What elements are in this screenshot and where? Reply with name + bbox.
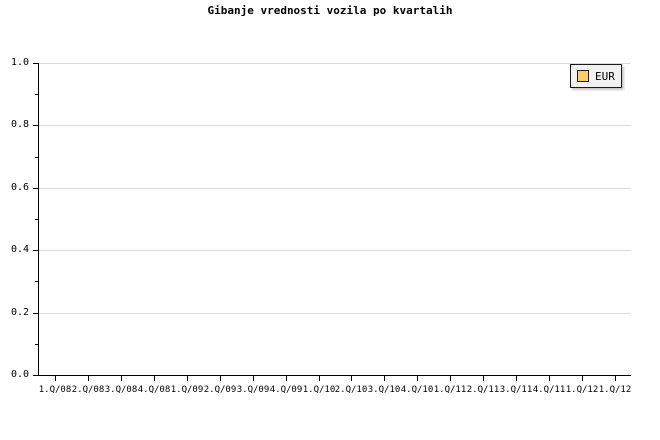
y-axis-tick: [33, 125, 39, 127]
plot-area: [39, 63, 631, 375]
y-axis-tick: [33, 187, 39, 189]
x-axis-tick: [582, 376, 583, 381]
gridline: [39, 312, 631, 314]
y-axis-minor-tick: [35, 219, 39, 220]
y-axis-minor-tick: [35, 156, 39, 158]
legend-swatch-eur: [577, 70, 589, 82]
x-axis-tick: [351, 376, 352, 381]
x-axis-tick: [55, 376, 56, 381]
gridline: [39, 250, 631, 252]
x-axis-tick: [615, 376, 616, 381]
x-axis-tick-label: 1.Q/10: [302, 385, 336, 395]
x-axis-tick: [549, 376, 550, 381]
y-axis-tick: [33, 375, 39, 376]
x-axis-tick-label: 2.Q/10: [334, 385, 368, 395]
x-axis-tick-label: 4.Q/10: [400, 385, 434, 395]
x-axis-tick-label: 1.Q/08: [38, 385, 72, 395]
x-axis-tick-label: 2.Q/11: [466, 385, 500, 395]
gridline: [39, 125, 631, 127]
x-axis-tick-label: 3.Q/09: [236, 385, 270, 395]
y-axis-tick-label: 0.2: [10, 306, 29, 318]
gridline: [39, 187, 631, 189]
y-axis-tick-label: 0.0: [10, 369, 29, 380]
x-axis-tick-label: 1.Q/12: [565, 385, 599, 395]
x-axis-tick: [187, 376, 188, 381]
x-axis-tick: [450, 376, 451, 381]
x-axis-tick: [286, 376, 287, 381]
y-axis-tick-label: 0.4: [10, 244, 29, 256]
x-axis-line: [38, 375, 631, 376]
x-axis-tick-label: 3.Q/10: [367, 385, 401, 395]
chart-title: Gibanje vrednosti vozila po kvartalih: [207, 4, 453, 17]
y-axis-tick: [33, 250, 39, 252]
x-axis-tick-label: 3.Q/11: [499, 385, 533, 395]
y-axis-minor-tick: [35, 343, 39, 345]
x-axis-tick-label: 2.Q/09: [203, 385, 237, 395]
x-axis-tick-label: 3.Q/08: [104, 385, 138, 395]
x-axis-tick-label: 1.Q/09: [170, 385, 204, 395]
x-axis-tick: [417, 376, 418, 381]
x-axis-tick: [88, 376, 89, 381]
legend-label-eur: EUR: [595, 69, 615, 83]
y-axis-minor-tick: [35, 94, 39, 96]
x-axis-tick-label: 1.Q/12: [598, 385, 632, 395]
y-axis-tick-label: 0.8: [10, 119, 29, 131]
x-axis-tick-label: 4.Q/09: [269, 385, 303, 395]
y-axis-tick: [33, 63, 39, 64]
x-axis-tick: [516, 376, 517, 381]
y-axis-tick-label: 0.6: [10, 181, 29, 193]
x-axis-tick: [220, 376, 221, 381]
x-axis-tick: [483, 376, 484, 381]
x-axis-tick: [253, 376, 254, 381]
x-axis-tick-label: 1.Q/11: [433, 385, 467, 395]
x-axis-tick-label: 4.Q/08: [137, 385, 171, 395]
x-axis-tick: [121, 376, 122, 381]
y-axis-tick: [33, 312, 39, 314]
x-axis-tick: [319, 376, 320, 381]
legend[interactable]: EUR: [570, 64, 622, 88]
y-axis-tick-label: 1.0: [10, 57, 29, 68]
x-axis-tick-label: 2.Q/08: [71, 385, 105, 395]
x-axis-tick: [154, 376, 155, 381]
x-axis-tick: [384, 376, 385, 381]
gridline: [39, 63, 631, 64]
y-axis-minor-tick: [35, 281, 39, 283]
x-axis-tick-label: 4.Q/11: [532, 385, 566, 395]
